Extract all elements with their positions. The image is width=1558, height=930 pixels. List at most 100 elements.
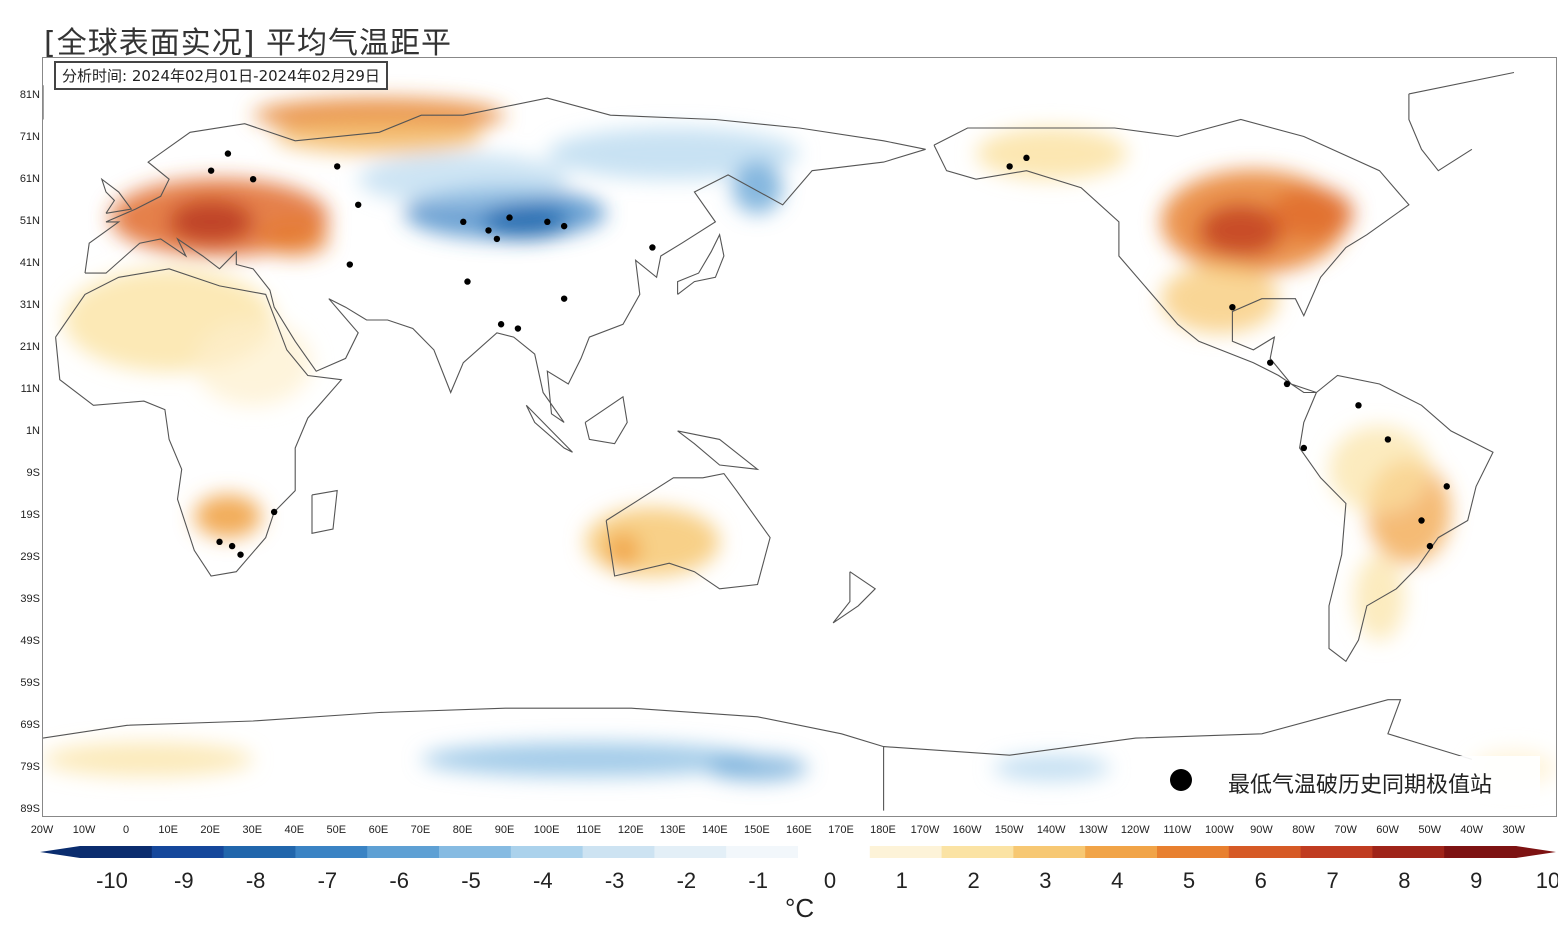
anomaly-patch xyxy=(194,494,262,538)
station-central-asia-2 xyxy=(493,235,501,243)
colorbar-tick-label: 2 xyxy=(967,868,980,893)
colorbar-tick-label: -2 xyxy=(676,868,697,893)
station-marker-icon xyxy=(1170,769,1192,791)
anomaly-patch xyxy=(547,127,800,180)
station-mongolia-2 xyxy=(560,222,568,230)
anomaly-patch xyxy=(194,319,312,406)
colorbar-bin xyxy=(1013,846,1086,858)
lat-tick-label: 11N xyxy=(20,383,40,395)
lon-tick-label: 40E xyxy=(284,824,305,836)
lon-tick-label: 60E xyxy=(368,824,389,836)
station-brazil-west xyxy=(1300,444,1308,452)
coastline-greenland xyxy=(43,71,1515,172)
lon-tick-label: 30W xyxy=(1502,824,1526,836)
colorbar-tick-label: -10 xyxy=(96,868,128,893)
colorbar-bin xyxy=(869,846,943,858)
colorbar-bin xyxy=(941,846,1014,858)
anomaly-patch xyxy=(43,742,254,777)
lat-tick-label: 49S xyxy=(20,635,40,647)
lon-tick-label: 80E xyxy=(452,824,473,836)
station-mexico xyxy=(1229,303,1236,311)
anomaly-patch xyxy=(421,742,758,777)
colorbar-bin xyxy=(223,846,296,858)
lon-tick-label: 140W xyxy=(1036,824,1066,836)
lat-tick-label: 89S xyxy=(20,803,40,815)
lon-tick-label: 140E xyxy=(701,824,728,836)
coastline-nz xyxy=(832,571,877,624)
anomaly-patch xyxy=(606,533,640,568)
lat-tick-label: 19S xyxy=(20,509,40,521)
station-kazakhstan xyxy=(355,201,362,208)
coastlines xyxy=(43,71,1515,811)
colorbar-tick-label: 1 xyxy=(895,868,908,893)
lon-tick-label: 20W xyxy=(30,824,54,836)
colorbar-tick-label: -1 xyxy=(748,868,768,893)
coastline-namerica xyxy=(933,118,1410,394)
colorbar-bin xyxy=(1300,846,1373,858)
colorbar-low-arrow xyxy=(40,846,80,858)
station-europe-north xyxy=(207,167,215,174)
station-central-asia-3 xyxy=(506,214,513,221)
anomaly-patch xyxy=(1270,187,1355,240)
colorbar-tick-label: 10 xyxy=(1535,868,1558,893)
colorbar-high-arrow xyxy=(1516,846,1556,858)
colorbar-bin xyxy=(80,846,153,858)
lat-tick-label: 29S xyxy=(20,551,40,563)
coastline-sumatra xyxy=(525,404,573,453)
coastline-samerica xyxy=(1299,374,1494,663)
lon-tick-label: 90E xyxy=(494,824,515,836)
colorbar-bin xyxy=(654,846,727,858)
lat-tick-label: 1N xyxy=(25,425,40,437)
lon-tick-label: 130W xyxy=(1078,824,1108,836)
colorbar-tick-label: 0 xyxy=(823,868,837,893)
anomaly-patch xyxy=(976,127,1128,180)
colorbar-tick-label: 3 xyxy=(1039,868,1052,893)
anomaly-patch xyxy=(585,507,720,577)
coastline-uk xyxy=(100,177,133,214)
station-legend: 最低气温破历史同期极值站 xyxy=(1150,756,1540,804)
colorbar-tick-label: 7 xyxy=(1326,868,1339,893)
colorbar-tick-label: -5 xyxy=(461,868,481,893)
station-russia-west xyxy=(333,163,341,170)
colorbar-bin xyxy=(1372,846,1445,858)
station-india-north xyxy=(464,278,471,285)
lon-tick-label: 160W xyxy=(952,824,982,836)
colorbar-bin xyxy=(439,846,512,858)
colorbar xyxy=(40,846,1556,858)
station-europe-scandinavia xyxy=(224,150,232,157)
station-south-africa-2 xyxy=(228,542,236,550)
record-low-stations xyxy=(207,150,1450,558)
lat-tick-label: 61N xyxy=(19,173,40,185)
colorbar-bin xyxy=(1085,846,1158,858)
station-brazil-central xyxy=(1384,436,1392,443)
lon-tick-label: 130E xyxy=(659,824,686,836)
lat-tick-label: 69S xyxy=(20,719,40,731)
lon-tick-label: 150W xyxy=(994,824,1024,836)
anomaly-patch xyxy=(732,161,783,214)
colorbar-tick-label: 6 xyxy=(1254,868,1267,893)
station-legend-label: 最低气温破历史同期极值站 xyxy=(1228,773,1493,798)
station-india-east xyxy=(497,321,505,328)
colorbar-tick-label: -9 xyxy=(174,868,194,893)
colorbar-bin xyxy=(151,846,225,858)
colorbar-bin xyxy=(1228,846,1302,858)
station-mozambique xyxy=(270,508,278,516)
lon-tick-label: 50W xyxy=(1418,824,1441,836)
lon-tick-label: 110E xyxy=(576,824,602,836)
coastline-eurasia xyxy=(84,97,926,423)
colorbar-bin xyxy=(726,846,799,858)
lon-tick-label: 90W xyxy=(1250,824,1273,836)
colorbar-bin xyxy=(582,846,655,858)
anomaly-patch xyxy=(1329,425,1430,513)
lon-tick-label: 160E xyxy=(786,824,812,836)
station-mongolia-1 xyxy=(544,218,551,226)
colorbar-tick-label: 5 xyxy=(1182,868,1196,893)
lon-tick-label: 80W xyxy=(1292,824,1315,836)
anomaly-patch xyxy=(1198,204,1283,257)
colorbar-tick-label: -3 xyxy=(604,868,625,893)
colorbar-bin xyxy=(1444,846,1517,858)
station-brazil-south xyxy=(1418,517,1425,524)
station-brazil-east xyxy=(1443,483,1450,490)
anomaly-patch xyxy=(1354,553,1405,641)
station-bangladesh xyxy=(514,325,522,332)
